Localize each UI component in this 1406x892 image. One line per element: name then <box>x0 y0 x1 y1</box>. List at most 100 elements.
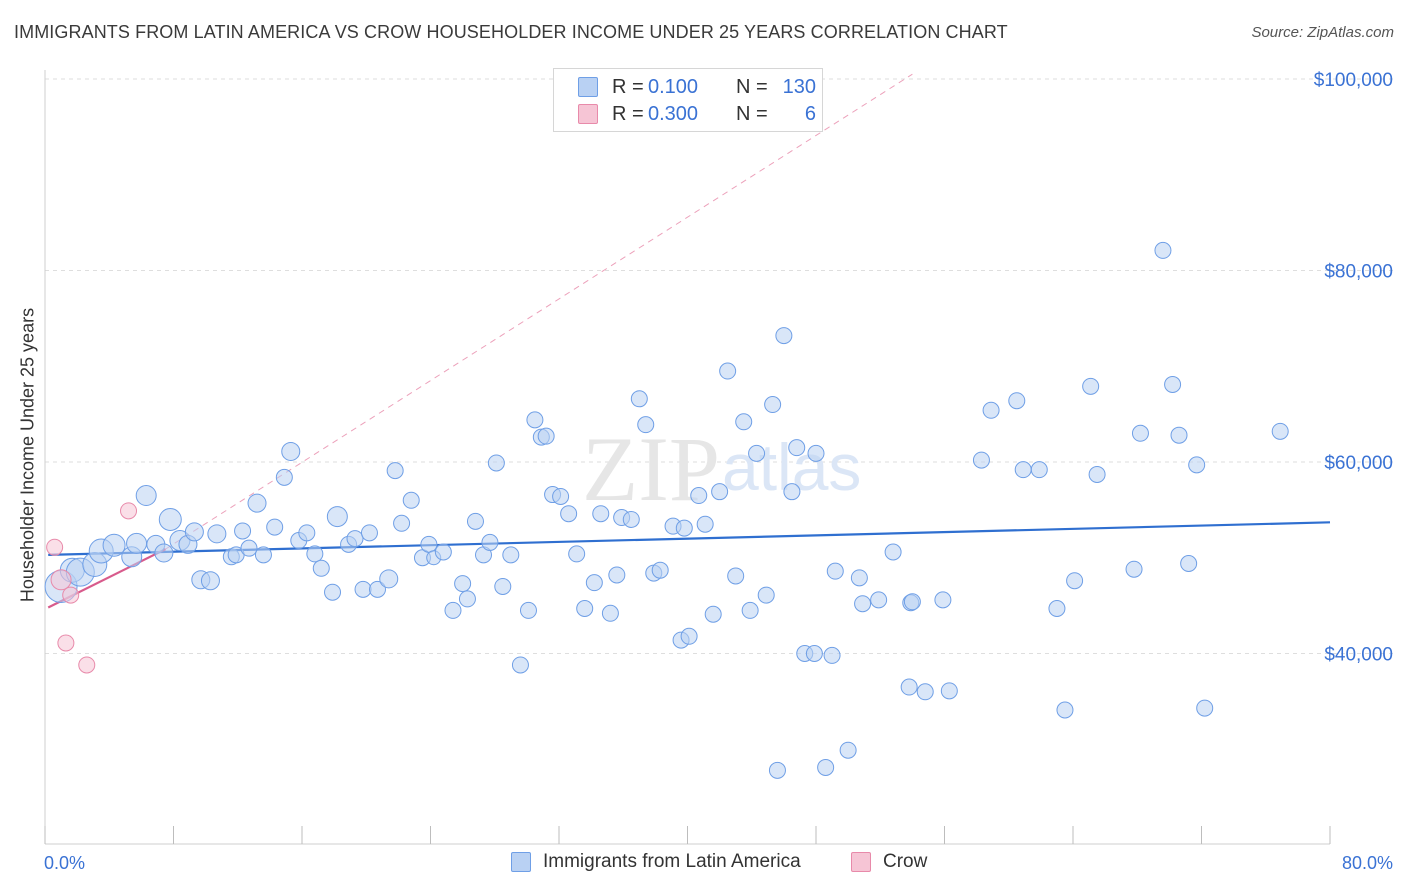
legend-r-value: 0.300 <box>648 102 699 125</box>
point-latin-america <box>637 416 655 434</box>
trend-extension <box>165 73 913 550</box>
point-latin-america <box>402 491 420 509</box>
point-latin-america <box>454 575 472 593</box>
point-latin-america <box>326 506 348 528</box>
x-tick-label-max: 80.0% <box>1342 853 1393 873</box>
point-latin-america <box>601 604 619 622</box>
point-latin-america <box>680 627 698 645</box>
point-latin-america <box>420 535 438 553</box>
point-latin-america <box>1066 572 1084 590</box>
point-latin-america <box>254 546 272 564</box>
point-latin-america <box>386 462 404 480</box>
point-latin-america <box>247 493 267 513</box>
point-latin-america <box>207 524 227 544</box>
point-latin-america <box>360 524 378 542</box>
point-latin-america <box>854 595 872 613</box>
point-latin-america <box>568 545 586 563</box>
legend-n-value: 130 <box>782 75 816 98</box>
point-latin-america <box>622 510 640 528</box>
point-latin-america <box>727 567 745 585</box>
point-latin-america <box>234 522 252 540</box>
legend-row-latin-america: R = 0.100 N = 130 <box>578 75 816 99</box>
point-latin-america <box>711 483 729 501</box>
y-tick-label: $60,000 <box>1324 453 1393 474</box>
point-latin-america <box>511 656 529 674</box>
x-tick-label-min: 0.0% <box>44 853 85 873</box>
point-latin-america <box>1014 461 1032 479</box>
point-latin-america <box>560 505 578 523</box>
point-latin-america <box>768 761 786 779</box>
legend-item-crow[interactable]: Crow <box>851 851 927 873</box>
legend-swatch-crow <box>578 104 598 124</box>
legend-item-latin-america[interactable]: Immigrants from Latin America <box>511 851 801 873</box>
legend-label: Immigrants from Latin America <box>543 851 801 872</box>
point-latin-america <box>266 518 284 536</box>
point-latin-america <box>696 515 714 533</box>
point-crow <box>46 538 64 556</box>
stats-legend: R = 0.100 N = 130 R = 0.300 N = 6 <box>553 68 823 132</box>
axes <box>44 70 1331 845</box>
point-latin-america <box>494 577 512 595</box>
point-latin-america <box>458 590 476 608</box>
point-latin-america <box>982 401 1000 419</box>
point-latin-america <box>1131 424 1149 442</box>
point-latin-america <box>704 605 722 623</box>
data-points <box>44 241 1289 779</box>
point-latin-america <box>690 487 708 505</box>
point-latin-america <box>502 546 520 564</box>
point-latin-america <box>1125 560 1143 578</box>
point-latin-america <box>1164 375 1182 393</box>
point-latin-america <box>434 543 452 561</box>
point-latin-america <box>184 522 204 542</box>
point-crow <box>120 502 138 520</box>
point-latin-america <box>487 454 505 472</box>
point-latin-america <box>126 532 148 554</box>
point-latin-america <box>154 543 174 563</box>
legend-swatch-latin-america <box>578 77 598 97</box>
point-latin-america <box>764 396 782 414</box>
point-latin-america <box>900 678 918 696</box>
point-latin-america <box>102 533 126 557</box>
point-latin-america <box>444 601 462 619</box>
point-latin-america <box>379 569 399 589</box>
point-latin-america <box>719 362 737 380</box>
point-latin-america <box>630 390 648 408</box>
point-latin-america <box>870 591 888 609</box>
point-latin-america <box>608 566 626 584</box>
point-latin-america <box>1008 392 1026 410</box>
point-latin-america <box>748 444 766 462</box>
point-latin-america <box>735 413 753 431</box>
point-latin-america <box>934 591 952 609</box>
point-latin-america <box>757 586 775 604</box>
point-latin-america <box>537 427 555 445</box>
legend-r-label: R = <box>612 75 644 98</box>
point-latin-america <box>1048 599 1066 617</box>
point-latin-america <box>903 593 921 611</box>
point-latin-america <box>805 645 823 662</box>
point-latin-america <box>200 571 220 591</box>
y-tick-label: $40,000 <box>1324 645 1393 666</box>
watermark-zip: ZIP <box>582 418 720 520</box>
legend-row-crow: R = 0.300 N = 6 <box>578 102 816 126</box>
point-latin-america <box>1188 456 1206 474</box>
point-latin-america <box>807 444 825 462</box>
point-latin-america <box>346 530 364 548</box>
point-latin-america <box>1030 461 1048 479</box>
point-latin-america <box>1271 422 1289 440</box>
point-latin-america <box>972 451 990 469</box>
legend-label: Crow <box>883 851 928 872</box>
y-tick-label: $80,000 <box>1324 262 1393 283</box>
point-latin-america <box>1082 377 1100 395</box>
point-latin-america <box>1170 426 1188 444</box>
point-latin-america <box>368 580 386 598</box>
point-latin-america <box>324 583 342 601</box>
point-latin-america <box>1196 699 1214 717</box>
point-latin-america <box>298 524 316 542</box>
point-crow <box>78 656 96 674</box>
point-latin-america <box>916 683 934 701</box>
point-latin-america <box>741 601 759 619</box>
point-latin-america <box>519 601 537 619</box>
series-legend: Immigrants from Latin America Crow <box>0 851 1406 877</box>
point-latin-america <box>592 505 610 523</box>
